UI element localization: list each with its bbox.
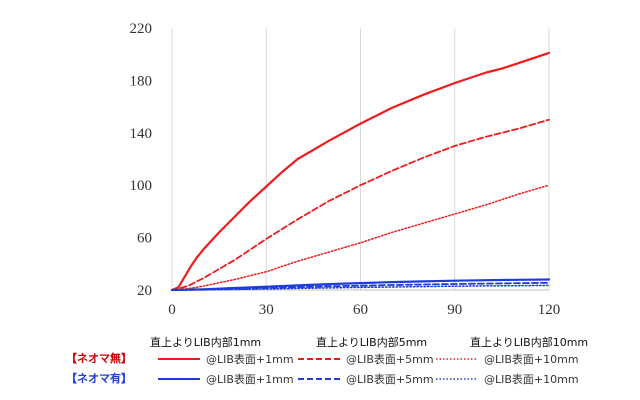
series-lines — [170, 51, 551, 292]
legend-group-label: 【ネオマ無】 — [66, 352, 132, 365]
x-tick-label: 120 — [538, 302, 561, 318]
y-tick-label: 20 — [137, 283, 152, 299]
legend-row-without-neoma: 【ネオマ無】 @LIB表面+1mm @LIB表面+5mm @LIB表面+10mm — [0, 350, 640, 368]
legend: 【ネオマ無】 @LIB表面+1mm @LIB表面+5mm @LIB表面+10mm… — [0, 350, 640, 400]
legend-swatch-dotted-icon — [436, 358, 478, 360]
legend-swatch-dashed-icon — [298, 358, 340, 360]
legend-item: @LIB表面+1mm — [158, 350, 294, 368]
series-line-2 — [171, 184, 550, 291]
x-tick-label: 90 — [447, 302, 462, 318]
series-line-0 — [170, 51, 551, 292]
x-tick-label: 0 — [168, 302, 176, 318]
legend-item: @LIB表面+5mm — [298, 350, 434, 368]
legend-item-label: @LIB表面+10mm — [484, 373, 579, 386]
y-tick-label: 140 — [130, 126, 153, 142]
legend-item-label: @LIB表面+5mm — [346, 373, 434, 386]
y-tick-label: 180 — [130, 73, 153, 89]
line-chart: 20 60 100 140 180 220 0 30 60 90 120 — [130, 21, 561, 318]
legend-row-with-neoma: 【ネオマ有】 @LIB表面+1mm @LIB表面+5mm @LIB表面+10mm — [0, 370, 640, 388]
grid-lines — [171, 28, 550, 291]
legend-item: @LIB表面+1mm — [158, 370, 294, 388]
y-axis-ticks: 20 60 100 140 180 220 — [130, 21, 153, 299]
group-label-1mm: 直上よりLIB内部1mm — [150, 336, 262, 349]
y-tick-label: 60 — [137, 231, 152, 247]
legend-item-label: @LIB表面+1mm — [206, 353, 294, 366]
x-axis-ticks: 0 30 60 90 120 — [168, 302, 560, 318]
legend-swatch-dotted-icon — [436, 378, 478, 380]
y-tick-label: 220 — [130, 21, 153, 37]
legend-swatch-solid-icon — [158, 358, 200, 360]
group-label-5mm: 直上よりLIB内部5mm — [316, 336, 428, 349]
legend-item-label: @LIB表面+5mm — [346, 353, 434, 366]
legend-item: @LIB表面+10mm — [436, 370, 579, 388]
x-tick-label: 60 — [353, 302, 368, 318]
legend-item: @LIB表面+10mm — [436, 350, 579, 368]
legend-swatch-solid-icon — [158, 378, 200, 380]
series-line-1 — [171, 118, 550, 291]
legend-item-label: @LIB表面+1mm — [206, 373, 294, 386]
x-tick-label: 30 — [259, 302, 274, 318]
series-line-5 — [171, 284, 550, 291]
legend-item-label: @LIB表面+10mm — [484, 353, 579, 366]
group-labels: 直上よりLIB内部1mm 直上よりLIB内部5mm 直上よりLIB内部10mm — [0, 334, 640, 352]
legend-item: @LIB表面+5mm — [298, 370, 434, 388]
y-tick-label: 100 — [130, 178, 153, 194]
series-line-3 — [170, 278, 551, 292]
legend-swatch-dashed-icon — [298, 378, 340, 380]
legend-group-label: 【ネオマ有】 — [66, 372, 132, 385]
group-label-10mm: 直上よりLIB内部10mm — [470, 336, 589, 349]
